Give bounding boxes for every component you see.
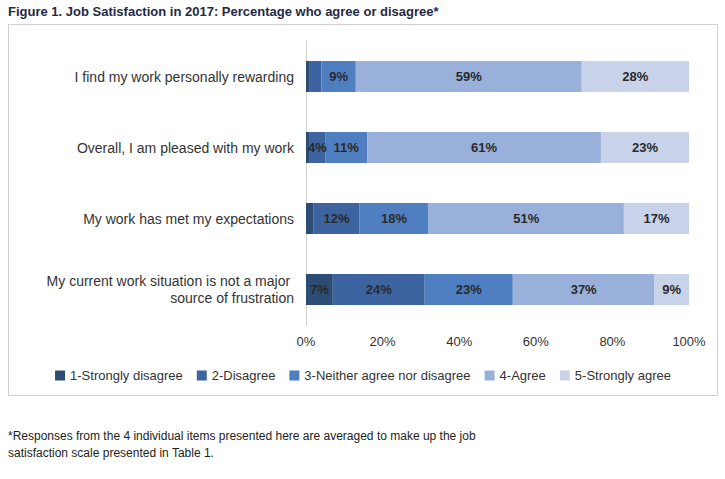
svg-text:61%: 61% xyxy=(471,140,497,155)
svg-text:My current work situation is n: My current work situation is not a major xyxy=(47,273,294,289)
svg-text:23%: 23% xyxy=(632,140,658,155)
svg-text:28%: 28% xyxy=(622,69,648,84)
svg-text:60%: 60% xyxy=(523,334,549,349)
svg-text:0%: 0% xyxy=(297,334,316,349)
svg-text:11%: 11% xyxy=(334,140,360,155)
svg-text:2-Disagree: 2-Disagree xyxy=(212,368,276,383)
svg-text:12%: 12% xyxy=(324,211,350,226)
html-text:Figure 1. Job Satisfaction in: Figure 1. Job Satisfaction in 2017: Perc… xyxy=(8,4,439,19)
svg-text:9%: 9% xyxy=(329,69,348,84)
svg-text:24%: 24% xyxy=(366,282,392,297)
svg-text:I find my work personally rewa: I find my work personally rewarding xyxy=(75,69,294,85)
svg-text:40%: 40% xyxy=(446,334,472,349)
svg-text:23%: 23% xyxy=(456,282,482,297)
svg-text:Overall, I am pleased with my: Overall, I am pleased with my work xyxy=(77,140,295,156)
svg-text:4-Agree: 4-Agree xyxy=(500,368,546,383)
svg-text:20%: 20% xyxy=(370,334,396,349)
svg-text:My work has met my expectation: My work has met my expectations xyxy=(83,211,294,227)
svg-text:59%: 59% xyxy=(456,69,482,84)
svg-text:80%: 80% xyxy=(599,334,625,349)
svg-text:100%: 100% xyxy=(672,334,706,349)
svg-text:1-Strongly disagree: 1-Strongly disagree xyxy=(70,368,183,383)
html-text:*Responses from the 4 individu: *Responses from the 4 individual items p… xyxy=(8,429,476,460)
svg-text:17%: 17% xyxy=(643,211,669,226)
svg-text:18%: 18% xyxy=(381,211,407,226)
svg-text:4%: 4% xyxy=(308,140,327,155)
svg-text:9%: 9% xyxy=(662,282,681,297)
svg-text:5-Strongly agree: 5-Strongly agree xyxy=(575,368,671,383)
svg-text:3-Neither agree nor disagree: 3-Neither agree nor disagree xyxy=(304,368,470,383)
svg-text:37%: 37% xyxy=(571,282,597,297)
svg-text:51%: 51% xyxy=(513,211,539,226)
svg-text:source of frustration: source of frustration xyxy=(170,290,294,306)
svg-text:7%: 7% xyxy=(310,282,329,297)
